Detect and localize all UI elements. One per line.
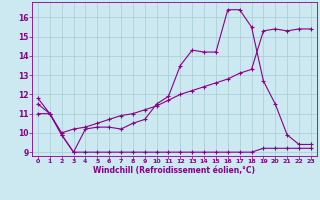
X-axis label: Windchill (Refroidissement éolien,°C): Windchill (Refroidissement éolien,°C): [93, 166, 255, 175]
